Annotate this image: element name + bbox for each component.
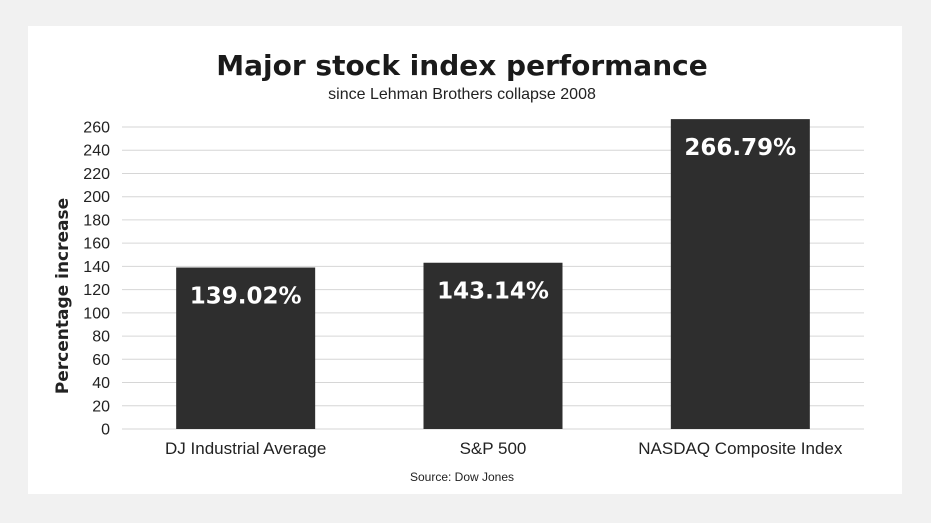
bar (176, 267, 316, 429)
y-axis-ticks: 0 20 40 60 80 100 120 140 160 180 200 220 240 260 (83, 120, 110, 439)
bar (423, 262, 563, 429)
y-axis-label: Percentage increase (53, 198, 73, 394)
y-tick-label: 180 (83, 212, 110, 229)
y-tick-label: 240 (83, 143, 110, 160)
source-note: Source: Dow Jones (410, 470, 514, 484)
y-tick-label: 220 (83, 166, 110, 183)
bars: 139.02% 143.14% 266.79% (176, 119, 810, 429)
x-category-label: DJ Industrial Average (165, 439, 326, 458)
y-tick-label: 160 (83, 236, 110, 253)
y-tick-label: 40 (92, 375, 110, 392)
y-tick-label: 60 (92, 352, 110, 369)
bar-value-label: 139.02% (190, 284, 302, 310)
chart-card: Major stock index performance since Lehm… (28, 26, 902, 494)
x-axis-categories: DJ Industrial Average S&P 500 NASDAQ Compo… (165, 439, 843, 458)
bar (670, 119, 810, 429)
bar-value-label: 266.79% (684, 135, 796, 161)
y-tick-label: 260 (83, 120, 110, 137)
y-tick-label: 100 (83, 305, 110, 322)
y-tick-label: 120 (83, 282, 110, 299)
y-tick-label: 0 (101, 422, 110, 439)
bar-value-label: 143.14% (437, 279, 549, 305)
x-category-label: S&P 500 (460, 439, 527, 458)
y-tick-label: 20 (92, 398, 110, 415)
x-category-label: NASDAQ Composite Index (638, 439, 843, 458)
chart-subtitle: since Lehman Brothers collapse 2008 (328, 86, 596, 103)
chart-title: Major stock index performance (216, 49, 707, 82)
bar-chart: Major stock index performance since Lehm… (53, 49, 864, 484)
y-tick-label: 80 (92, 329, 110, 346)
y-tick-label: 200 (83, 189, 110, 206)
y-tick-label: 140 (83, 259, 110, 276)
